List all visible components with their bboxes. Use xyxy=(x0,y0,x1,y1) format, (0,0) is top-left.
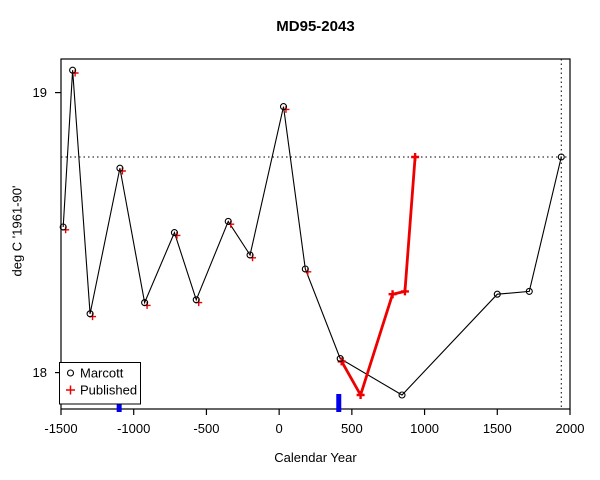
published-point-marker xyxy=(411,153,420,161)
published-point-marker xyxy=(388,290,397,299)
y-axis-title-text: deg C '1961-90' xyxy=(9,185,25,277)
marcott-point-marker xyxy=(279,103,288,111)
marcott-point-marker xyxy=(170,229,178,237)
marcott-point-marker xyxy=(141,299,149,307)
marcott-point-marker xyxy=(493,290,501,298)
x-axis-tick-label: 1000 xyxy=(410,421,439,436)
rug-mark xyxy=(336,394,342,412)
marcott-point-marker xyxy=(224,217,232,225)
x-axis-title: Calendar Year xyxy=(274,450,357,465)
x-axis-tick-label: 1500 xyxy=(483,421,512,436)
marcott-point-marker xyxy=(557,153,565,161)
plot-border xyxy=(60,58,571,410)
marcott-point-marker xyxy=(192,296,200,304)
marcott-point-marker xyxy=(69,66,77,74)
marcott-point-marker xyxy=(336,355,344,363)
marcott-point-marker xyxy=(59,223,67,231)
x-axis-tick-label: 2000 xyxy=(556,421,585,436)
marcott-point-marker xyxy=(116,164,124,172)
marcott-point-marker xyxy=(301,265,309,273)
marcott-point-marker xyxy=(398,391,406,399)
published-point-marker xyxy=(400,287,409,296)
marcott-point-marker xyxy=(525,287,533,295)
legend-plus-icon xyxy=(66,385,75,395)
legend-label-marcott: Marcott xyxy=(80,366,124,381)
y-axis-tick-label: 18 xyxy=(33,365,47,380)
x-axis-tick-label: -500 xyxy=(193,421,219,436)
marcott-point-marker xyxy=(246,251,254,259)
marcott-point-marker xyxy=(86,310,94,318)
x-axis-tick-label: -1000 xyxy=(117,421,150,436)
published-point-marker xyxy=(356,391,365,399)
x-axis-tick-label: -1500 xyxy=(44,421,77,436)
legend-circle-icon xyxy=(66,369,75,377)
legend-box xyxy=(59,362,141,405)
chart-title: MD95-2043 xyxy=(276,18,355,35)
x-axis-tick-label: 0 xyxy=(276,421,283,436)
published-series-line xyxy=(340,156,417,397)
y-axis-tick-label: 19 xyxy=(33,85,47,100)
x-axis-tick-label: 500 xyxy=(341,421,363,436)
legend-label-published: Published xyxy=(80,383,137,398)
marcott-series-line xyxy=(62,70,562,396)
